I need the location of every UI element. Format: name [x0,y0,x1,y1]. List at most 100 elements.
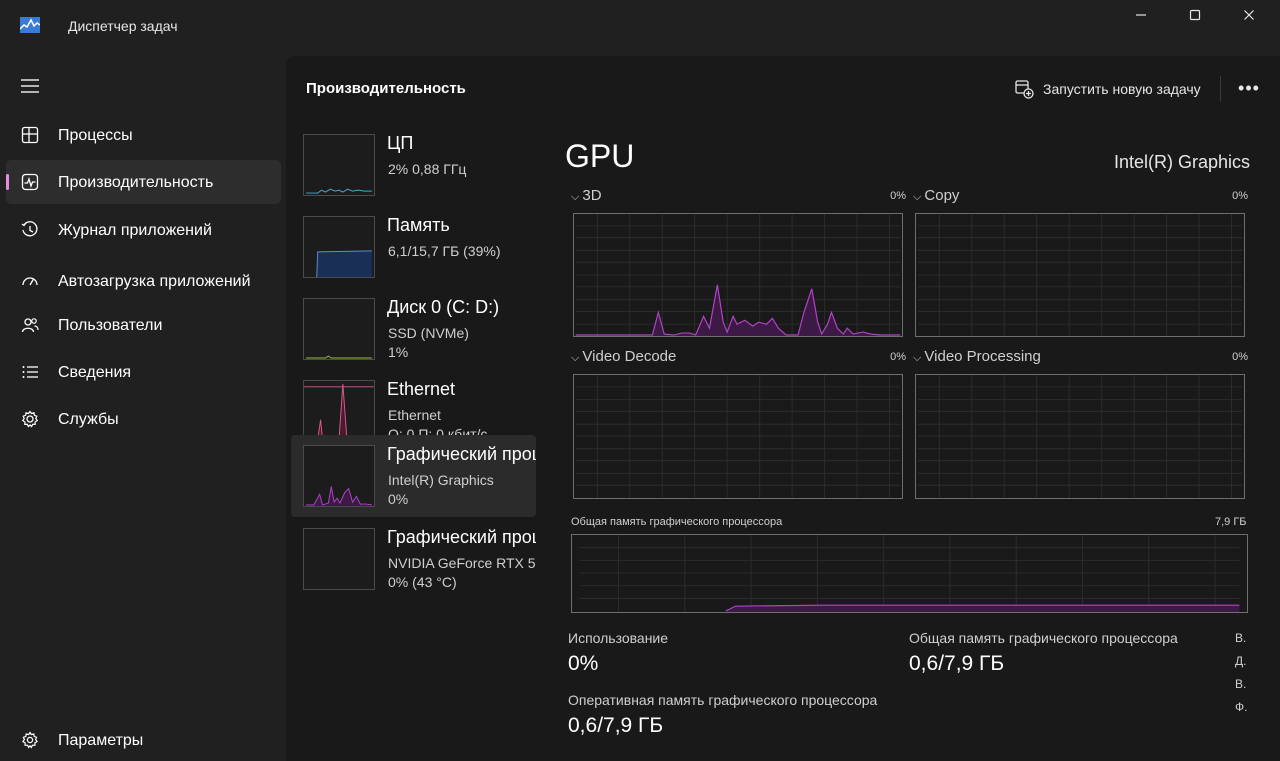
device-gpu-0[interactable]: Графический процессор 0 Intel(R) Graphic… [291,435,536,517]
engine-label: Video Decode [582,348,677,365]
engine-3d-selector[interactable]: ⌵ 3D [571,187,602,204]
maximize-button[interactable] [1168,0,1222,30]
gpu-title: GPU [565,138,635,174]
ethernet-thumbnail-graph [303,380,375,442]
device-detail: SSD (NVMe) [388,325,469,341]
minimize-icon [1136,14,1146,16]
chevron-down-icon: ⌵ [913,352,925,364]
memory-thumbnail-graph [303,216,375,278]
device-usage: 1% [388,344,409,360]
disk-thumbnail-graph [303,298,375,360]
chevron-down-icon: ⌵ [571,191,583,203]
dedicated-memory-label: Оперативная память графического процессо… [568,692,878,708]
engine-percent: 0% [1232,351,1248,363]
shared-memory-graph-label: Общая память графического процессора [571,516,783,528]
device-cpu[interactable]: ЦП 2% 0,88 ГГц [291,124,536,206]
shared-memory-value: 0,6/7,9 ГБ [909,652,1005,675]
nav-label: Службы [58,410,119,428]
engine-label: 3D [582,187,602,204]
performance-page: Производительность Запустить новую задач… [286,56,1280,761]
gpu-model: Intel(R) Graphics [1113,152,1250,172]
new-task-icon [1015,80,1034,99]
cpu-thumbnail-graph [303,134,375,196]
engine-percent: 0% [890,190,906,202]
engine-copy-selector[interactable]: ⌵ Copy [913,187,959,204]
startup-apps-icon [20,271,40,291]
engine-video-decode-selector[interactable]: ⌵ Video Decode [571,348,676,365]
shared-memory-graph [571,534,1248,613]
performance-icon [20,172,40,192]
usage-value: 0% [568,652,599,675]
page-title: Производительность [306,80,466,97]
device-detail: 2% 0,88 ГГц [388,161,467,177]
nav-item-services[interactable]: Службы [6,397,281,441]
gpu0-thumbnail-graph [303,445,375,507]
nav-label: Автозагрузка приложений [58,272,251,290]
navigation-pane: Процессы Производительность Журнал прило… [0,56,286,761]
device-ethernet[interactable]: Ethernet Ethernet О: 0 П: 0 кбит/с [291,370,536,452]
device-detail: Intel(R) Graphics [388,472,494,488]
nav-label: Пользователи [58,316,163,334]
nav-item-performance[interactable]: Производительность [6,160,281,204]
shared-memory-label: Общая память графического процессора [909,630,1178,646]
nav-item-app-history[interactable]: Журнал приложений [6,208,281,252]
active-indicator [6,174,9,190]
gear-icon [20,730,40,750]
engine-label: Copy [924,187,960,204]
nav-label: Сведения [58,363,132,381]
nav-item-details[interactable]: Сведения [6,350,281,394]
task-manager-app-icon [20,17,40,33]
device-detail: 6,1/15,7 ГБ (39%) [388,243,501,259]
engine-label: Video Processing [924,348,1041,365]
usage-label: Использование [568,630,669,646]
more-icon: ••• [1238,77,1260,98]
toolbar-divider [1220,76,1221,102]
engine-3d-graph [573,213,903,337]
nav-label: Производительность [58,173,214,191]
window-title: Диспетчер задач [68,18,178,34]
device-name: Память [387,215,450,235]
run-new-task-label: Запустить новую задачу [1043,81,1201,97]
services-icon [20,409,40,429]
engine-copy-graph [915,213,1245,337]
dedicated-memory-value: 0,6/7,9 ГБ [568,714,664,737]
close-icon [1244,10,1254,20]
more-options-button[interactable]: ••• [1238,78,1260,98]
device-detail: NVIDIA GeForce RTX 5060 [388,555,536,571]
minimize-button[interactable] [1114,0,1168,30]
gpu1-thumbnail-graph [303,528,375,590]
engine-video-decode-graph [573,374,903,499]
run-new-task-button[interactable]: Запустить новую задачу [1014,76,1201,102]
device-detail: Ethernet [388,407,441,423]
details-icon [20,362,40,382]
hamburger-menu-icon[interactable] [20,78,40,94]
engine-percent: 0% [890,351,906,363]
device-gpu-1[interactable]: Графический процессор 1 NVIDIA GeForce R… [291,518,536,600]
engine-video-processing-selector[interactable]: ⌵ Video Processing [913,348,1041,365]
device-name: Графический процессор 0 [387,444,536,464]
device-usage: 0% [388,491,409,507]
device-usage: 0% (43 °C) [388,574,457,590]
nav-item-users[interactable]: Пользователи [6,303,281,347]
close-button[interactable] [1222,0,1276,30]
nav-label: Журнал приложений [58,221,212,239]
chevron-down-icon: ⌵ [913,191,925,203]
chevron-down-icon: ⌵ [571,352,583,364]
truncated-info-label: Ф. [1235,700,1248,714]
nav-label: Процессы [58,126,133,144]
maximize-icon [1189,9,1201,21]
nav-item-settings[interactable]: Параметры [6,718,281,761]
nav-item-startup-apps[interactable]: Автозагрузка приложений [6,256,281,306]
engine-video-processing-graph [915,374,1245,499]
device-name: Ethernet [387,379,456,399]
device-disk[interactable]: Диск 0 (C: D:) SSD (NVMe) 1% [291,288,536,370]
device-memory[interactable]: Память 6,1/15,7 ГБ (39%) [291,206,536,288]
truncated-info-label: В. [1235,677,1247,691]
nav-item-processes[interactable]: Процессы [6,113,281,157]
nav-label: Параметры [58,731,144,749]
app-history-icon [20,220,40,240]
users-icon [20,315,40,335]
title-bar: Диспетчер задач [0,0,1280,56]
device-name: Графический процессор 1 [387,527,536,547]
engine-percent: 0% [1232,190,1248,202]
